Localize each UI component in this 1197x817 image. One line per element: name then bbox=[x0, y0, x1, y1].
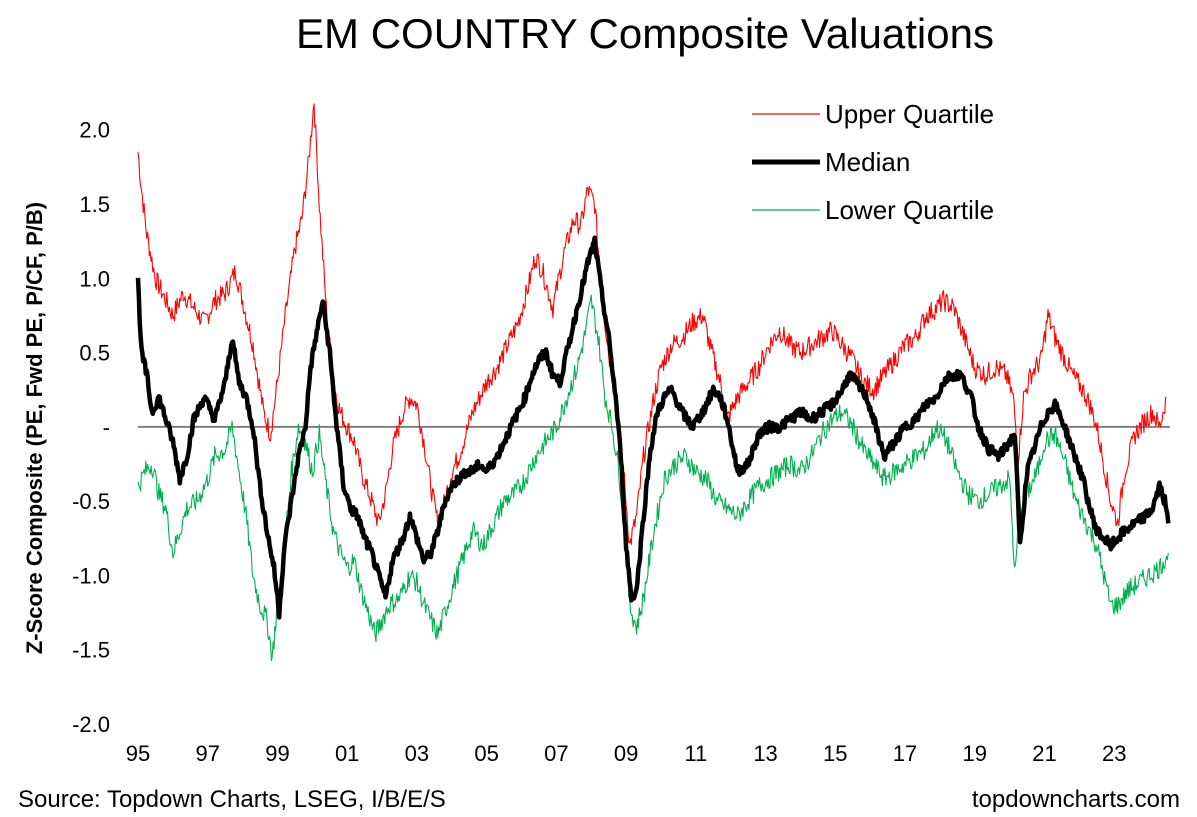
x-tick-label: 01 bbox=[335, 741, 359, 766]
y-tick-labels: 2.0 1.5 1.0 0.5 - -0.5 -1.0 -1.5 -2.0 bbox=[72, 118, 110, 737]
legend-lower-quartile-label: Lower Quartile bbox=[825, 195, 994, 225]
y-tick-label: - bbox=[103, 415, 110, 440]
series-lower-quartile bbox=[137, 294, 1169, 662]
y-axis-label-group: Z-Score Composite (PE, Fwd PE, P/CF, P/B… bbox=[22, 202, 47, 654]
legend-median-label: Median bbox=[825, 147, 910, 177]
x-tick-label: 95 bbox=[126, 741, 150, 766]
series-lines bbox=[135, 103, 1171, 662]
x-tick-label: 09 bbox=[614, 741, 638, 766]
x-tick-label: 21 bbox=[1032, 741, 1056, 766]
x-tick-label: 05 bbox=[474, 741, 498, 766]
legend-upper-quartile-label: Upper Quartile bbox=[825, 99, 994, 129]
y-tick-label: -1.0 bbox=[72, 563, 110, 588]
series-median bbox=[135, 235, 1171, 620]
y-tick-label: -2.0 bbox=[72, 712, 110, 737]
y-tick-label: -1.5 bbox=[72, 638, 110, 663]
series-upper-quartile bbox=[137, 103, 1167, 546]
x-tick-label: 15 bbox=[823, 741, 847, 766]
brand-link[interactable]: topdowncharts.com bbox=[971, 786, 1180, 813]
chart-title: EM COUNTRY Composite Valuations bbox=[296, 10, 994, 57]
y-tick-label: 1.5 bbox=[79, 192, 110, 217]
x-tick-labels: 95 97 99 01 03 05 07 09 11 13 15 17 19 21 23 bbox=[126, 741, 1127, 766]
x-tick-label: 99 bbox=[265, 741, 289, 766]
y-tick-label: 1.0 bbox=[79, 266, 110, 291]
x-tick-label: 97 bbox=[195, 741, 219, 766]
y-tick-label: 0.5 bbox=[79, 341, 110, 366]
x-tick-label: 23 bbox=[1102, 741, 1126, 766]
x-tick-label: 17 bbox=[893, 741, 917, 766]
x-tick-label: 11 bbox=[684, 741, 707, 766]
y-tick-label: -0.5 bbox=[72, 489, 110, 514]
x-tick-label: 19 bbox=[963, 741, 987, 766]
legend: Upper Quartile Median Lower Quartile bbox=[752, 99, 994, 225]
y-tick-label: 2.0 bbox=[79, 118, 110, 143]
y-axis-label: Z-Score Composite (PE, Fwd PE, P/CF, P/B… bbox=[22, 202, 47, 654]
x-tick-label: 07 bbox=[544, 741, 568, 766]
source-note: Source: Topdown Charts, LSEG, I/B/E/S bbox=[18, 786, 446, 813]
x-tick-label: 13 bbox=[753, 741, 777, 766]
x-tick-label: 03 bbox=[405, 741, 429, 766]
